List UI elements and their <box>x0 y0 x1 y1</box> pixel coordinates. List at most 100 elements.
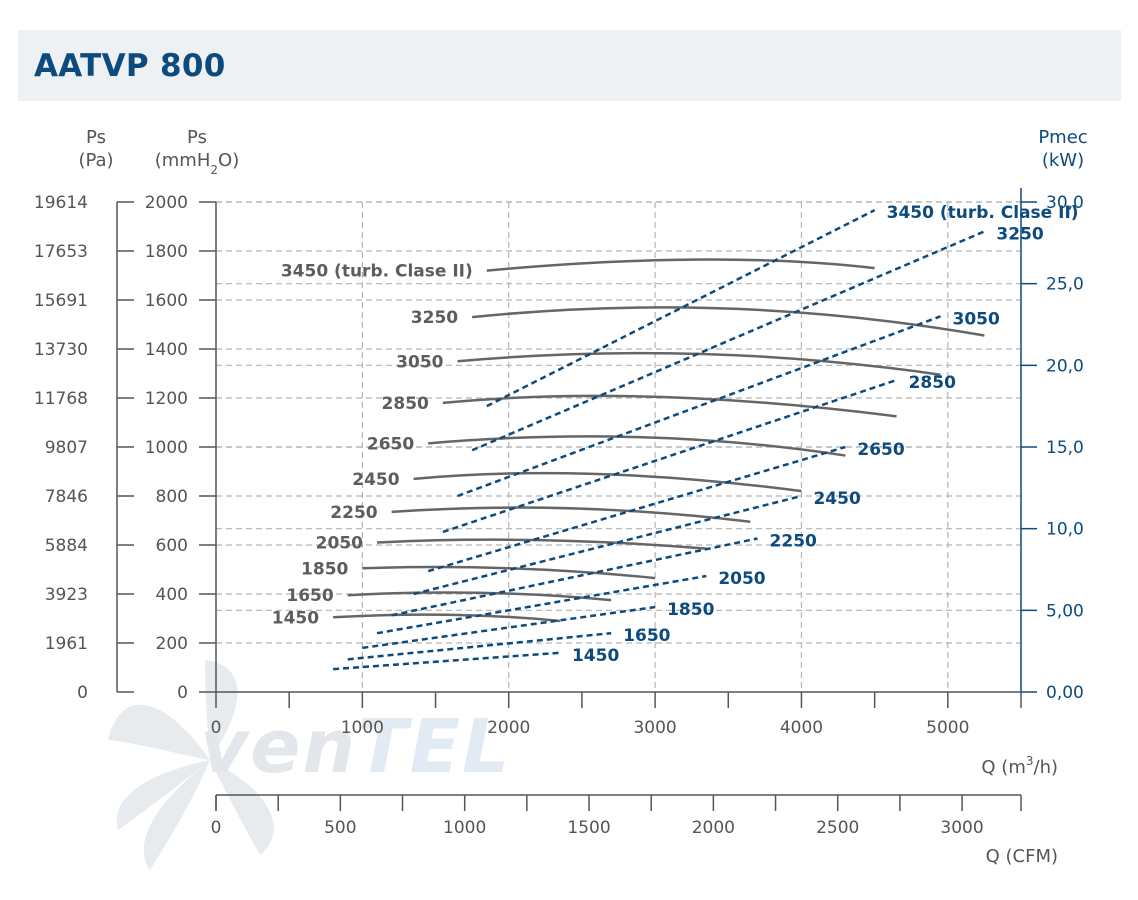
y-tick-label-mmh2o: 1000 <box>145 438 188 458</box>
power-curve-3050 <box>457 315 941 498</box>
y-tick-label-pa: 17653 <box>34 242 88 262</box>
y-tick-label-mmh2o: 200 <box>156 634 188 654</box>
x-tick-label-cfm: 1000 <box>443 818 486 838</box>
power-curve-label: 2050 <box>718 569 765 589</box>
y-tick-label-pa: 3923 <box>45 585 88 605</box>
y-tick-label-pa: 5884 <box>45 536 88 556</box>
power-curve-label: 3450 (turb. Clase II) <box>887 203 1079 223</box>
y-tick-label-mmh2o: 600 <box>156 536 188 556</box>
power-curve-2850 <box>442 378 897 534</box>
axes: 0 200 400 600 800 1000 1200 1400 1600 1800 2000 0 19… <box>34 127 1088 867</box>
pressure-curve-label: 3450 (turb. Clase II) <box>281 262 473 282</box>
pressure-curve-label: 2250 <box>330 503 377 523</box>
y-tick-label-right: 20,0 <box>1046 356 1084 376</box>
power-curve-2450 <box>413 494 802 596</box>
power-curve-1450 <box>333 651 561 671</box>
power-curve-3450 <box>486 209 876 408</box>
x-tick-label: 4000 <box>780 718 823 738</box>
y-tick-label-mmh2o: 2000 <box>145 193 188 213</box>
y-tick-label-right: 25,0 <box>1046 275 1084 295</box>
x-tick-label-cfm: 3000 <box>940 818 983 838</box>
y-tick-label-mmh2o: 1600 <box>145 291 188 311</box>
y-tick-label-pa: 0 <box>77 683 88 703</box>
pressure-curve-3250 <box>472 306 985 337</box>
pressure-curve-1850 <box>362 565 656 580</box>
pressure-curve-2650 <box>428 435 846 457</box>
pressure-curve-3450 <box>486 258 875 272</box>
pressure-curve-2250 <box>391 506 751 523</box>
fan-blade-icon <box>108 660 274 870</box>
pressure-curve-1450 <box>333 613 561 623</box>
watermark-logo: venTEL <box>108 660 511 870</box>
y-tick-label-right: 15,0 <box>1046 438 1084 458</box>
y-tick-label-right: 0,00 <box>1046 683 1084 703</box>
power-curve-2650 <box>427 445 846 573</box>
y-axis-title-mmh2o: Ps <box>187 127 207 148</box>
y-tick-label-mmh2o: 1800 <box>145 242 188 262</box>
x-tick-label: 0 <box>211 718 222 738</box>
watermark-text: venTEL <box>200 704 511 790</box>
y-tick-label-right: 30,0 <box>1046 193 1084 213</box>
x-tick-label-cfm: 2000 <box>692 818 735 838</box>
x-axis-title: Q (m3/h) <box>981 754 1058 778</box>
pressure-curve-2450 <box>413 471 802 493</box>
pressure-curve-label: 2650 <box>367 434 414 454</box>
y-tick-label-pa: 1961 <box>45 634 88 654</box>
pressure-curve-3050 <box>457 351 941 376</box>
pressure-curve-label: 2050 <box>316 534 363 554</box>
pressure-curve-2050 <box>376 538 707 550</box>
power-curve-label: 3050 <box>953 309 1000 329</box>
power-curve-2250 <box>391 537 758 617</box>
pressure-curve-label: 3250 <box>411 308 458 328</box>
watermark-text-accent: TEL <box>357 704 511 790</box>
pressure-curves <box>333 258 985 623</box>
pressure-curve-label: 3050 <box>396 352 443 372</box>
y-axis-unit-mmh2o: (mmH2O) <box>155 150 239 177</box>
x-tick-label-cfm: 2500 <box>816 818 859 838</box>
watermark-text-dark: ven <box>200 704 357 790</box>
power-curve-label: 1450 <box>572 646 619 666</box>
y-tick-label-mmh2o: 0 <box>177 683 188 703</box>
y-tick-label-mmh2o: 400 <box>156 585 188 605</box>
x-tick-label-cfm: 0 <box>211 818 222 838</box>
curve-labels: 1450165018502050225024502650285030503250… <box>272 203 1079 666</box>
power-curve-label: 1850 <box>667 600 714 620</box>
power-curve-label: 2250 <box>770 531 817 551</box>
power-curves <box>333 209 985 671</box>
power-curve-label: 1650 <box>623 626 670 646</box>
y-tick-label-pa: 19614 <box>34 193 88 213</box>
y-axis-unit-pa: (Pa) <box>78 150 113 171</box>
y-tick-label-pa: 15691 <box>34 291 88 311</box>
y-tick-label-pa: 7846 <box>45 487 88 507</box>
y-axis-title-right: Pmec <box>1038 127 1087 148</box>
y-tick-label-mmh2o: 1200 <box>145 389 188 409</box>
x-tick-label: 5000 <box>926 718 969 738</box>
y-axis-title-pa: Ps <box>86 127 106 148</box>
y-tick-label-pa: 9807 <box>45 438 88 458</box>
power-curve-3250 <box>471 230 985 452</box>
pressure-curve-label: 2850 <box>382 394 429 414</box>
pressure-curve-label: 1650 <box>286 586 333 606</box>
pressure-curve-2850 <box>442 394 897 418</box>
y-tick-label-right: 10,0 <box>1046 520 1084 540</box>
pressure-curve-label: 1450 <box>272 608 319 628</box>
y-tick-label-pa: 13730 <box>34 340 88 360</box>
y-tick-label-pa: 11768 <box>34 389 88 409</box>
page-title: AATVP 800 <box>34 48 226 84</box>
y-tick-label-right: 5,00 <box>1046 601 1084 621</box>
power-curve-label: 3250 <box>996 224 1043 244</box>
pressure-curve-label: 2450 <box>352 470 399 490</box>
power-curve-label: 2650 <box>857 440 904 460</box>
power-curve-label: 2850 <box>909 373 956 393</box>
y-tick-label-mmh2o: 1400 <box>145 340 188 360</box>
x-tick-label: 3000 <box>633 718 676 738</box>
y-axis-unit-right: (kW) <box>1042 150 1084 171</box>
power-curve-2050 <box>376 574 707 635</box>
x-tick-label-cfm: 1500 <box>567 818 610 838</box>
x-tick-label: 1000 <box>341 718 384 738</box>
power-curve-label: 2450 <box>813 489 860 509</box>
title-bar: AATVP 800 <box>18 30 1121 101</box>
y-tick-label-mmh2o: 800 <box>156 487 188 507</box>
x-tick-label-cfm: 500 <box>324 818 356 838</box>
